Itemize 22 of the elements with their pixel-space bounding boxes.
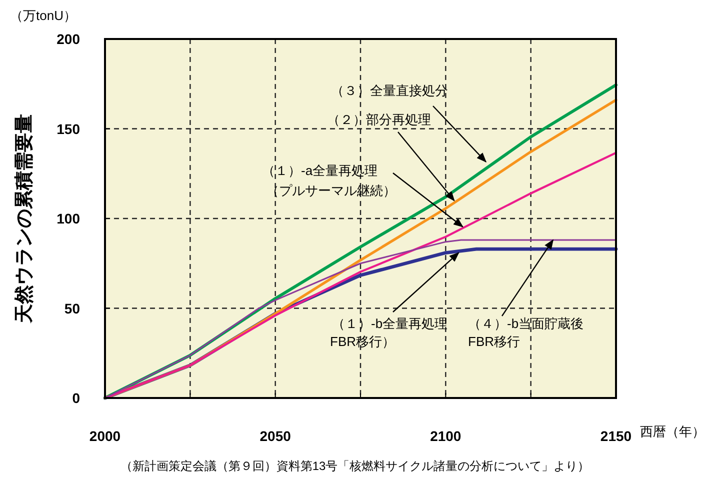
annotation: （３）全量直接処分 [331,83,448,98]
x-axis-title: 西暦（年） [640,424,705,439]
text: （新計画策定会議（第９回）資料第13号「核燃料サイクル諸量の分析について」より） [120,459,590,473]
annotation: （４）-b当面貯蔵後 [468,316,584,331]
annotation: （１）-b全量再処理 [332,316,448,331]
y-axis-title: 天然ウランの累積需要量 [14,114,35,324]
annotation: FBR移行 [468,334,520,349]
y-tick-label: 100 [56,210,80,226]
x-tick-label: 2000 [89,428,121,444]
annotation: （プルサーマル継続） [266,183,396,198]
x-tick-label: 2150 [600,428,632,444]
line-series [104,152,618,400]
y-tick-label: 150 [56,120,80,137]
x-tick-label: 2050 [260,428,292,444]
x-tick-label: 2100 [430,428,462,444]
y-tick-label: 50 [64,300,80,316]
text: （万tonU） [10,8,76,23]
annotation: FBR移行） [330,334,395,349]
annotation: （１）-a全量再処理 [262,163,378,178]
annotation: （２）部分再処理 [327,112,431,127]
y-tick-label: 200 [56,31,80,47]
y-tick-label: 0 [72,390,80,406]
